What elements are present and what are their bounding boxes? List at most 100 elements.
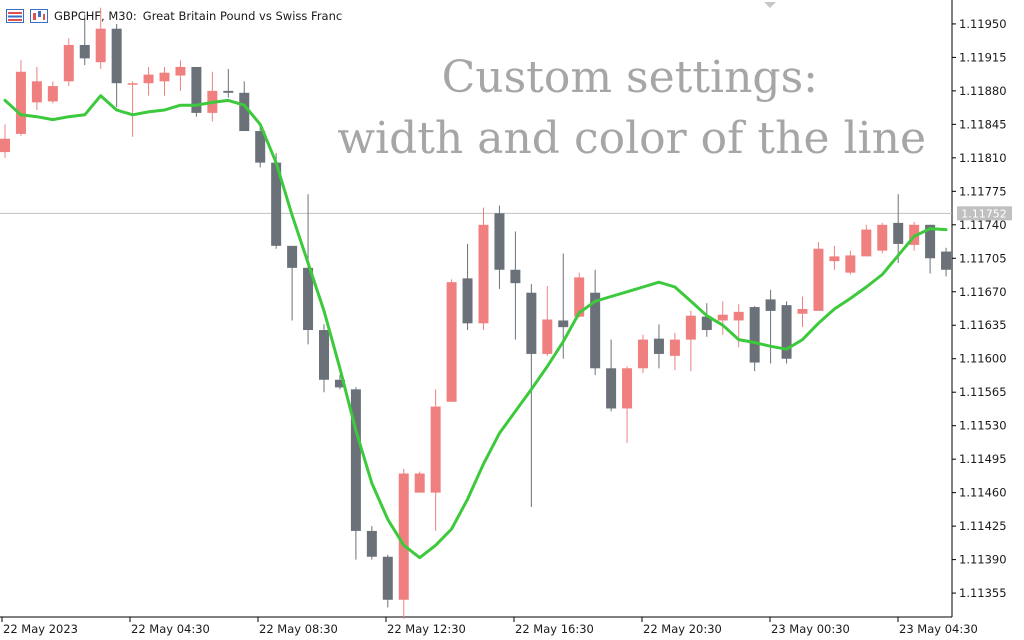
time-tick-label: 22 May 2023 xyxy=(3,622,78,636)
current-price-tag-bg xyxy=(957,206,1012,221)
candle-bull xyxy=(813,248,824,311)
price-tick-label: 1.11635 xyxy=(959,318,1007,332)
price-tick-label: 1.11390 xyxy=(959,553,1007,567)
candle-bull xyxy=(15,71,26,134)
candle-bull xyxy=(685,315,696,340)
chart-description: Great Britain Pound vs Swiss Franc xyxy=(142,9,343,23)
price-tick-label: 1.11495 xyxy=(959,452,1007,466)
price-tick-label: 1.11565 xyxy=(959,385,1007,399)
candle-bear xyxy=(653,338,664,354)
candle-bear xyxy=(255,131,266,163)
candle-bull xyxy=(414,473,425,493)
candle-bull xyxy=(717,314,728,321)
candle-bull xyxy=(430,406,441,493)
candle-bull xyxy=(574,277,585,317)
symbol-list-icon[interactable] xyxy=(6,9,24,23)
candle-bear xyxy=(893,222,904,244)
current-price-label: 1.11752 xyxy=(961,207,1007,220)
candle-bull xyxy=(446,282,457,402)
candle-bear xyxy=(781,305,792,359)
price-tick-label: 1.11880 xyxy=(959,84,1007,98)
price-tick-label: 1.11845 xyxy=(959,117,1007,131)
price-tick-label: 1.11915 xyxy=(959,50,1007,64)
time-tick-label: 23 May 04:30 xyxy=(899,622,978,636)
current-price-tag: 1.11752 xyxy=(957,206,1012,221)
candle-bull xyxy=(877,224,888,251)
price-tick-label: 1.11600 xyxy=(959,352,1007,366)
time-axis: 22 May 2023 22 May 04:30 22 May 08:30 22 Ma… xyxy=(1,617,978,636)
time-tick-label: 22 May 08:30 xyxy=(259,622,338,636)
candle-bear xyxy=(382,556,393,600)
price-tick-label: 1.11425 xyxy=(959,519,1007,533)
moving-average-line xyxy=(3,94,948,560)
candle-bull xyxy=(159,72,170,82)
candle-bull xyxy=(63,44,74,82)
candle-bull xyxy=(797,308,808,314)
time-tick-label: 22 May 04:30 xyxy=(131,622,210,636)
candle-bear xyxy=(350,389,361,531)
candle-bear xyxy=(749,307,760,363)
candle-bull xyxy=(669,339,680,356)
candle-bear xyxy=(79,44,90,59)
candle-bull xyxy=(95,28,106,63)
candle-bear xyxy=(526,292,537,354)
candle-bull xyxy=(143,74,154,84)
candle-bull xyxy=(398,473,409,600)
candle-bear xyxy=(239,92,250,132)
price-tick-label: 1.11705 xyxy=(959,251,1007,265)
time-tick-label: 23 May 00:30 xyxy=(771,622,850,636)
candle-bear xyxy=(765,299,776,311)
candle-bear xyxy=(925,224,936,259)
price-tick-label: 1.11530 xyxy=(959,419,1007,433)
time-tick-label: 22 May 20:30 xyxy=(643,622,722,636)
time-tick-label: 22 May 16:30 xyxy=(515,622,594,636)
chart-symbol: GBPCHF, M30: xyxy=(54,9,137,23)
shift-marker-icon[interactable] xyxy=(764,2,776,8)
price-tick-label: 1.11810 xyxy=(959,151,1007,165)
candle-bull xyxy=(175,66,186,76)
price-tick-label: 1.11460 xyxy=(959,486,1007,500)
candle-bull xyxy=(31,81,42,103)
overlay-title-line1: Custom settings: xyxy=(441,52,818,103)
price-tick-label: 1.11355 xyxy=(959,586,1007,600)
price-tick-label: 1.11740 xyxy=(959,218,1007,232)
price-tick-label: 1.11670 xyxy=(959,285,1007,299)
candle-bear xyxy=(701,316,712,331)
candle-bear xyxy=(287,245,298,268)
candle-bull xyxy=(0,138,10,153)
candle-bear xyxy=(303,267,314,331)
candle-bear xyxy=(462,278,473,324)
candle-bull xyxy=(733,311,744,321)
candle-bull xyxy=(845,255,856,273)
price-tick-label: 1.11950 xyxy=(959,17,1007,31)
candle-bear xyxy=(606,368,617,409)
candle-bull xyxy=(861,229,872,257)
candle-bear xyxy=(590,292,601,369)
time-tick-label: 22 May 12:30 xyxy=(387,622,466,636)
candle-bull xyxy=(829,256,840,262)
candle-bear xyxy=(510,269,521,284)
chart-header: GBPCHF, M30: Great Britain Pound vs Swis… xyxy=(6,7,342,25)
chart-type-icon[interactable] xyxy=(30,9,48,23)
candle-bull xyxy=(638,339,648,369)
candle-bull xyxy=(127,83,138,85)
candle-bear xyxy=(111,28,122,84)
candle-bear xyxy=(558,320,569,328)
candle-bull xyxy=(542,319,553,354)
candle-bear xyxy=(494,213,505,270)
candle-bull xyxy=(622,368,633,409)
candle-bear xyxy=(191,66,202,113)
overlay-title-line2: width and color of the line xyxy=(337,113,926,164)
candle-bear xyxy=(334,379,345,388)
candle-bear xyxy=(941,251,952,270)
candle-bear xyxy=(271,162,282,246)
price-tick-label: 1.11775 xyxy=(959,184,1007,198)
candle-bear xyxy=(319,330,329,380)
candle-bull xyxy=(478,224,489,324)
candle-bull xyxy=(47,86,58,102)
candle-bear xyxy=(223,90,234,93)
price-axis: 1.11950 1.11915 1.11880 1.11845 1.11810 1.117… xyxy=(952,17,1007,600)
candle-bear xyxy=(366,530,377,557)
